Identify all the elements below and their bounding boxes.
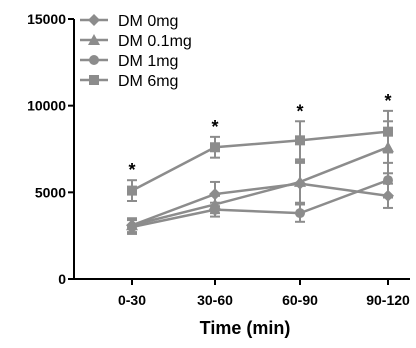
y-tick-label: 5000 <box>35 184 66 200</box>
x-tick-label: 0-30 <box>118 292 146 308</box>
series-DM-0_1mg <box>126 120 394 234</box>
series-line <box>131 146 389 227</box>
data-point <box>383 126 393 137</box>
legend-marker <box>88 14 100 26</box>
series-line <box>131 182 389 227</box>
data-point <box>210 142 220 153</box>
legend: DM 0mg DM 0.1mg DM 1mg DM 6mg <box>80 13 192 90</box>
legend-marker <box>88 34 100 45</box>
y-tick-label: 0 <box>58 271 66 287</box>
series-layer: * * * * <box>126 91 394 235</box>
axes: 0 5000 10000 15000 0-30 30-60 60-90 90-120 <box>27 11 410 308</box>
legend-label: DM 1mg <box>118 53 178 70</box>
legend-marker <box>89 75 99 85</box>
data-point <box>210 204 220 215</box>
legend-item: DM 0.1mg <box>80 33 192 50</box>
legend-item: DM 1mg <box>80 53 178 70</box>
data-point <box>295 135 305 146</box>
legend-label: DM 0.1mg <box>118 33 192 50</box>
legend-item: DM 0mg <box>80 13 178 30</box>
data-point <box>383 175 393 186</box>
series-DM-6mg <box>127 109 393 202</box>
significance-marker: * <box>384 91 391 111</box>
series-DM-1mg <box>127 161 393 235</box>
y-tick-label: 15000 <box>27 11 66 27</box>
legend-marker <box>89 55 99 65</box>
legend-label: DM 6mg <box>118 73 178 90</box>
y-tick-label: 10000 <box>27 98 66 114</box>
data-point <box>294 175 306 187</box>
legend-item: DM 6mg <box>80 73 178 90</box>
x-tick-label: 30-60 <box>197 292 233 308</box>
x-tick-label: 90-120 <box>366 292 410 308</box>
data-point <box>127 222 137 232</box>
data-point <box>127 185 137 196</box>
x-axis-title: Time (min) <box>200 318 291 338</box>
significance-marker: * <box>128 160 135 180</box>
x-tick-label: 60-90 <box>282 292 318 308</box>
series-line <box>131 179 389 229</box>
significance-marker: * <box>296 101 303 121</box>
data-point <box>209 188 221 201</box>
significance-marker: * <box>211 117 218 137</box>
series-line <box>131 130 389 192</box>
legend-label: DM 0mg <box>118 13 178 30</box>
data-point <box>295 208 305 219</box>
